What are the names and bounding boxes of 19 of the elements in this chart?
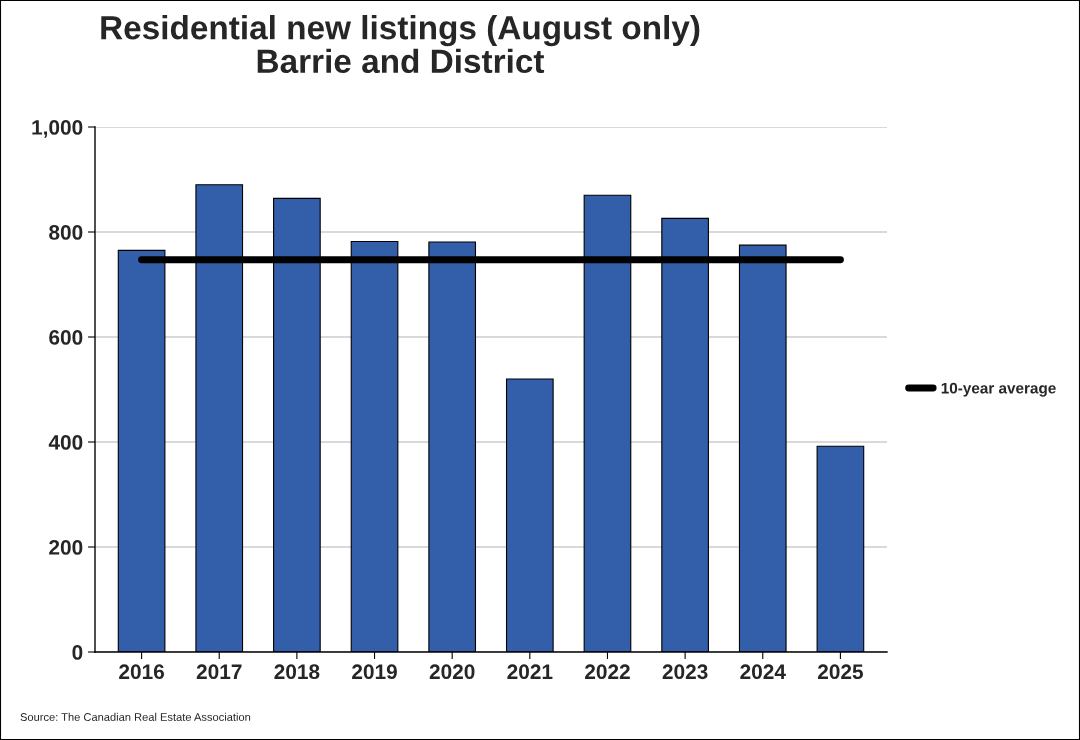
x-tick-label: 2021 bbox=[507, 664, 553, 680]
y-tick-label: 400 bbox=[48, 435, 83, 450]
x-tick-label: 2024 bbox=[740, 664, 786, 680]
x-tick-label: 2025 bbox=[817, 664, 864, 680]
y-tick-label: 1,000 bbox=[32, 120, 83, 138]
y-tick-label: 600 bbox=[49, 330, 83, 345]
legend-label: 10-year average bbox=[941, 382, 1056, 397]
x-tick-label: 2018 bbox=[274, 664, 320, 680]
x-tick-label: 2020 bbox=[429, 664, 475, 680]
x-tick-label: 2023 bbox=[662, 664, 708, 680]
source-note: Source: The Canadian Real Estate Association bbox=[20, 712, 251, 721]
y-tick-label: 200 bbox=[49, 540, 83, 555]
x-tick-label: 2017 bbox=[196, 664, 242, 680]
x-tick-label: 2022 bbox=[585, 664, 630, 680]
x-tick-label: 2016 bbox=[119, 664, 165, 680]
x-tick-label: 2019 bbox=[352, 664, 397, 680]
y-tick-label: 800 bbox=[49, 225, 83, 240]
chart-title: Residential new listings (August only) Barrie and District bbox=[101, 15, 700, 74]
y-tick-label: 0 bbox=[72, 645, 83, 660]
